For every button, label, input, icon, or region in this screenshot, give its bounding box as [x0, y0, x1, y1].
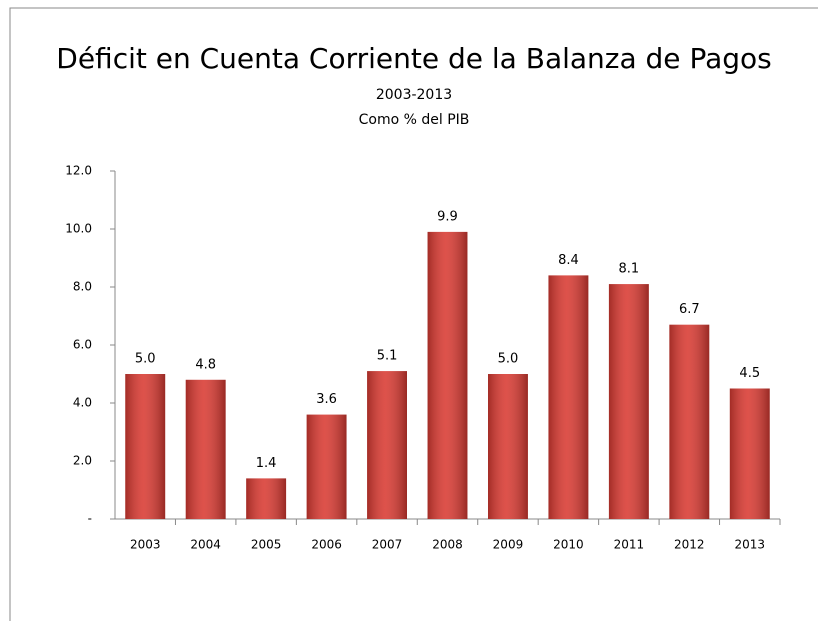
data-label: 8.4	[558, 253, 579, 268]
data-label: 5.1	[377, 349, 398, 364]
data-label: 1.4	[256, 456, 277, 471]
bar-shade	[306, 414, 347, 519]
bar-shade	[367, 371, 407, 519]
chart-title: Déficit en Cuenta Corriente de la Balanz…	[56, 42, 771, 75]
data-label: 9.9	[437, 209, 458, 224]
bar-shade	[488, 374, 528, 519]
y-tick-label: 12.0	[65, 164, 92, 178]
x-tick-label: 2006	[311, 538, 342, 552]
data-label: 5.0	[498, 352, 519, 367]
bar-shade	[125, 374, 166, 519]
bar-shade	[185, 379, 226, 519]
x-tick-label: 2012	[674, 538, 705, 552]
x-tick-label: 2013	[734, 538, 765, 552]
y-tick-label: 8.0	[73, 280, 92, 294]
bar-shade	[729, 388, 770, 519]
chart-subtitle: Como % del PIB	[359, 112, 470, 128]
bar-shade	[427, 231, 468, 519]
data-label: 5.0	[135, 352, 156, 367]
data-label: 6.7	[679, 302, 700, 317]
bar-shade	[608, 284, 649, 519]
bar-shade	[246, 478, 287, 519]
data-label: 4.8	[195, 357, 216, 372]
y-tick-label: 10.0	[65, 222, 92, 236]
data-label: 8.1	[619, 262, 640, 277]
x-tick-label: 2005	[251, 538, 282, 552]
bar-shade	[669, 324, 710, 519]
x-tick-label: 2011	[614, 538, 645, 552]
y-tick-label: 4.0	[73, 396, 92, 410]
x-tick-label: 2008	[432, 538, 463, 552]
y-tick-label: 6.0	[73, 338, 92, 352]
y-tick-label: 2.0	[73, 454, 92, 468]
x-tick-label: 2007	[372, 538, 403, 552]
x-tick-label: 2010	[553, 538, 584, 552]
data-label: 4.5	[739, 366, 760, 381]
chart-subtitle: 2003-2013	[376, 87, 452, 103]
y-tick-label: -	[88, 512, 92, 526]
x-tick-label: 2003	[130, 538, 161, 552]
bar-shade	[548, 275, 589, 519]
x-tick-label: 2004	[190, 538, 221, 552]
x-tick-label: 2009	[493, 538, 524, 552]
data-label: 3.6	[316, 392, 337, 407]
